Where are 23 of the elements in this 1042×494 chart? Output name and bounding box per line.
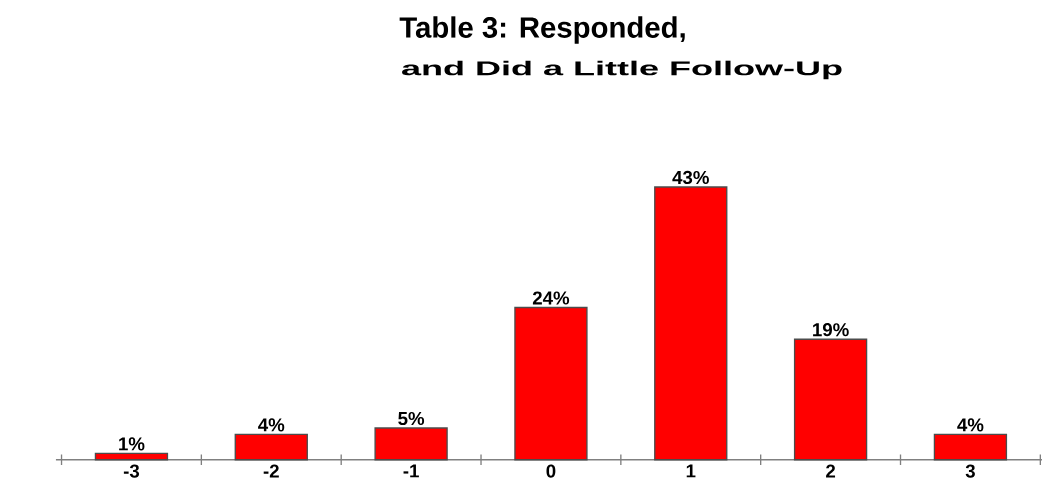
data-label: 4% [957, 418, 984, 432]
x-tick-label: 0 [546, 464, 556, 478]
data-label: 1% [119, 437, 145, 451]
chart-subtitle: and Did a Little Follow-Up [402, 60, 842, 80]
data-label: 19% [813, 323, 849, 337]
bar [654, 186, 728, 461]
x-tick-label: -3 [123, 464, 140, 478]
bar [933, 433, 1008, 461]
x-tick-label: 1 [686, 464, 696, 478]
bar [234, 433, 308, 461]
x-tick-label: 3 [965, 464, 975, 478]
data-label: 4% [258, 418, 285, 432]
bar [374, 427, 448, 461]
x-tick-label: -1 [403, 464, 419, 478]
bar [94, 452, 169, 461]
data-label: 43% [672, 170, 709, 185]
x-tick-label: 2 [826, 464, 836, 478]
chart-title: Table 3: Responded, [399, 16, 685, 44]
x-tick-label: -2 [263, 464, 279, 478]
bar [793, 338, 868, 461]
bar [514, 306, 588, 461]
data-label: 5% [398, 411, 425, 426]
data-label: 24% [532, 291, 570, 305]
